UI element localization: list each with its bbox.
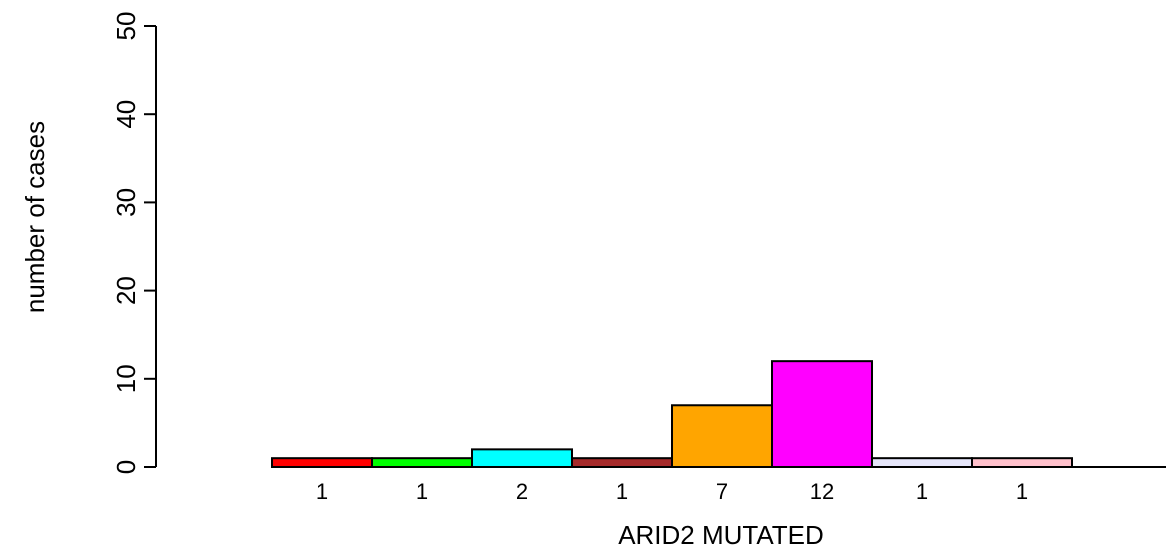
y-tick-label-0: 0	[111, 460, 141, 474]
y-tick-label-3: 30	[111, 188, 141, 217]
count-label-3: 1	[616, 479, 628, 504]
y-axis: 0 10 20 30 40 50	[111, 12, 157, 474]
y-tick-label-5: 50	[111, 12, 141, 41]
count-label-4: 7	[716, 479, 728, 504]
y-tick-label-2: 20	[111, 276, 141, 305]
y-tick-label-4: 40	[111, 100, 141, 129]
count-label-7: 1	[1016, 479, 1028, 504]
x-axis-title: ARID2 MUTATED	[618, 520, 824, 550]
bar-0	[271, 457, 373, 468]
count-label-2: 2	[516, 479, 528, 504]
bars	[271, 360, 1073, 469]
bar-3	[571, 457, 673, 468]
bar-1	[371, 457, 473, 468]
count-label-0: 1	[316, 479, 328, 504]
count-label-6: 1	[916, 479, 928, 504]
bar-2	[471, 448, 573, 468]
bar-7	[971, 457, 1073, 468]
bar-6	[871, 457, 973, 468]
y-axis-title: number of cases	[20, 121, 50, 313]
bar-4	[671, 404, 773, 469]
y-tick-label-1: 10	[111, 364, 141, 393]
bar-5	[771, 360, 873, 468]
count-label-1: 1	[416, 479, 428, 504]
count-labels: 1 1 2 1 7 12 1 1	[316, 479, 1028, 504]
count-label-5: 12	[810, 479, 834, 504]
